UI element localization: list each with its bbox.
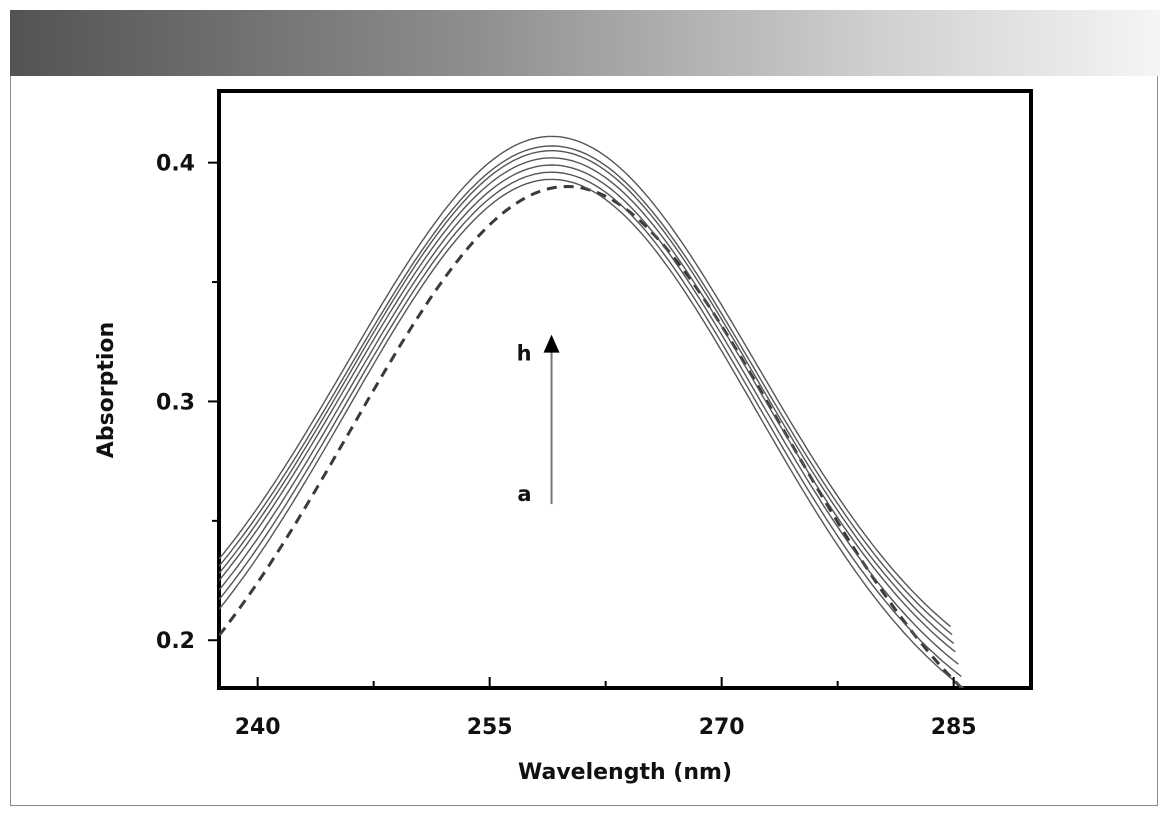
annotation-layer: ah [517,334,560,506]
series-line-g [219,145,953,636]
y-tick-label: 0.2 [156,629,195,654]
plot-area-border [217,89,1033,690]
x-tick-label: 285 [931,715,977,740]
arrow-label-a: a [517,482,531,506]
series-line-a [219,184,964,688]
x-tick-label: 255 [467,715,513,740]
x-tick-label: 240 [235,715,281,740]
y-axis-title: Absorption [94,322,119,458]
y-tick-label: 0.4 [156,152,195,177]
header-banner [10,10,1160,76]
series-line-b [219,178,965,688]
series-line-c [219,171,962,678]
axis-ticks: 240 255 270 285 0.2 0.3 0.4 [156,152,977,740]
figure-frame [10,76,1158,806]
series-layer [219,135,965,688]
series-line-h [219,135,952,628]
trend-arrow-head [543,334,560,353]
series-line-e [219,157,956,653]
series-line-f [219,150,955,644]
x-tick-label: 270 [699,715,745,740]
arrow-label-h: h [517,342,532,366]
series-line-d [219,164,959,665]
y-tick-label: 0.3 [156,390,195,415]
x-axis-title: Wavelength (nm) [518,760,732,785]
